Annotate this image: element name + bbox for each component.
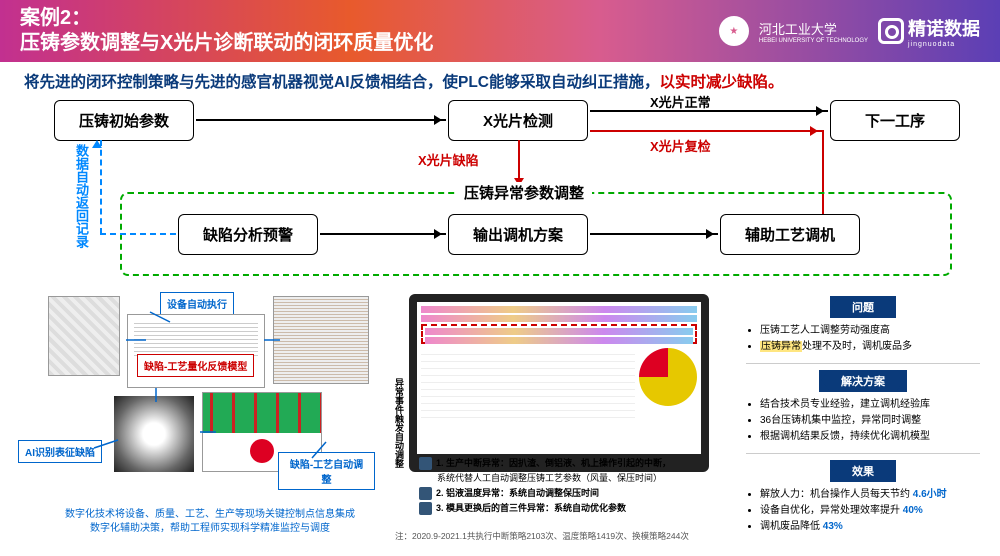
panel-right: 问题 压铸工艺人工调整劳动强度高 压铸异常处理不及时，调机废品多 解决方案 结合…: [740, 292, 1000, 550]
side-text-trigger: 异常事件触发自动调整: [393, 378, 406, 468]
panel-middle: 异常事件触发自动调整 1. 生产中断异常：因扒渣、倒铝液、机上操作引起的中断， …: [375, 292, 740, 550]
xray-photo-icon: [114, 396, 194, 472]
node-xray-detect: X光片检测: [448, 100, 588, 141]
box-ai-defect: AI识别表征缺陷: [18, 440, 102, 463]
flowchart: 压铸初始参数 X光片检测 下一工序 X光片正常 X光片缺陷 X光片复检 .flo…: [20, 96, 980, 284]
label-xray-defect: X光片缺陷: [418, 150, 479, 169]
side-label-feedback: 数据自动返回记录: [72, 144, 91, 248]
list-item: 结合技术员专业经验，建立调机经验库: [760, 397, 980, 413]
red-selection-icon: [421, 324, 697, 344]
list-item: 设备自优化，异常处理效率提升 40%: [760, 503, 980, 519]
monitor-icon: [409, 294, 709, 472]
title-block: 案例2： 压铸参数调整与X光片诊断联动的闭环质量优化: [20, 6, 433, 56]
university-logo-icon: ★: [719, 16, 749, 46]
list-item: 36台压铸机集中监控，异常同时调整: [760, 413, 980, 429]
box-auto-adjust: 缺陷-工艺自动调整: [278, 452, 375, 490]
node-defect-analysis: 缺陷分析预警: [178, 214, 318, 255]
arrow-recheck: [590, 130, 822, 132]
bottom-panels: 设备自动执行 缺陷-工艺量化反馈模型 AI识别表征缺陷 缺陷-工艺自动调整 数字…: [0, 292, 1000, 550]
arrow-4-to-5: [320, 233, 446, 235]
node-assist-adjust: 辅助工艺调机: [720, 214, 860, 255]
note-icon: [419, 487, 432, 500]
notes-list: 1. 生产中断异常：因扒渣、倒铝液、机上操作引起的中断， 系统代替人工自动调整压…: [419, 456, 671, 516]
list-item: 解放人力：机台操作人员每天节约 4.6小时: [760, 487, 980, 503]
tag-problem: 问题: [830, 296, 896, 318]
label-xray-recheck: X光片复检: [650, 136, 711, 155]
tag-effect: 效果: [830, 460, 896, 482]
list-item: 压铸工艺人工调整劳动强度高: [760, 323, 980, 339]
feedback-line-v: [100, 140, 102, 234]
title-line1: 案例2：: [20, 6, 433, 31]
machine-photo-icon: [48, 296, 120, 376]
panel-left: 设备自动执行 缺陷-工艺量化反馈模型 AI识别表征缺陷 缺陷-工艺自动调整 数字…: [0, 292, 375, 550]
arrow-1-to-2: [196, 119, 446, 121]
box-defect-model: 缺陷-工艺量化反馈模型: [137, 354, 254, 377]
note-icon: [419, 502, 432, 515]
logo-area: ★ 河北工业大学 HEBEI UNIVERSITY OF TECHNOLOGY …: [719, 15, 980, 48]
university-name: 河北工业大学 HEBEI UNIVERSITY OF TECHNOLOGY: [759, 19, 868, 44]
data-photo-icon: [273, 296, 369, 384]
feedback-arrowhead: [96, 136, 98, 137]
note-icon: [419, 457, 432, 470]
footnote: 注：2020.9-2021.1共执行中断策略2103次、温度策略1419次、换模…: [395, 530, 689, 542]
left-caption: 数字化技术将设备、质量、工艺、生产等现场关键控制点信息集成 数字化辅助决策，帮助…: [30, 508, 390, 536]
node-next-process: 下一工序: [830, 100, 960, 141]
note-2: 2. 铝液温度异常：系统自动调整保压时间: [419, 486, 671, 501]
jingnuo-icon: [878, 18, 904, 44]
tag-solution: 解决方案: [819, 370, 907, 392]
solution-list: 结合技术员专业经验，建立调机经验库 36台压铸机集中监控，异常同时调整 根据调机…: [746, 397, 980, 445]
dash-title: 压铸异常参数调整: [456, 182, 592, 203]
jingnuo-logo: 精诺数据 jingnuodata: [878, 15, 980, 48]
list-item: 调机废品降低 43%: [760, 519, 980, 535]
list-item: 压铸异常处理不及时，调机废品多: [760, 339, 980, 355]
title-line2: 压铸参数调整与X光片诊断联动的闭环质量优化: [20, 31, 433, 56]
feedback-line-h: [100, 233, 176, 235]
list-item: 根据调机结果反馈，持续优化调机模型: [760, 429, 980, 445]
pie-chart-icon: [639, 348, 697, 406]
box-auto-execute: 设备自动执行: [160, 292, 234, 315]
effect-list: 解放人力：机台操作人员每天节约 4.6小时 设备自优化，异常处理效率提升 40%…: [746, 487, 980, 535]
arrow-5-to-6: [590, 233, 718, 235]
table-icon: [421, 348, 635, 418]
label-xray-ok: X光片正常: [650, 92, 711, 111]
node-initial-params: 压铸初始参数: [54, 100, 194, 141]
note-1: 1. 生产中断异常：因扒渣、倒铝液、机上操作引起的中断，: [419, 456, 671, 471]
problem-list: 压铸工艺人工调整劳动强度高 压铸异常处理不及时，调机废品多: [746, 323, 980, 355]
header: 案例2： 压铸参数调整与X光片诊断联动的闭环质量优化 ★ 河北工业大学 HEBE…: [0, 0, 1000, 62]
node-output-plan: 输出调机方案: [448, 214, 588, 255]
subtitle: 将先进的闭环控制策略与先进的感官机器视觉AI反馈相结合，使PLC能够采取自动纠正…: [0, 62, 1000, 96]
note-3: 3. 模具更换后的首三件异常：系统自动优化参数: [419, 501, 671, 516]
